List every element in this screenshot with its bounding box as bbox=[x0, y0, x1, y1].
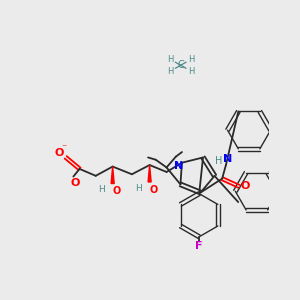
Text: H: H bbox=[188, 67, 195, 76]
Text: H: H bbox=[135, 184, 142, 193]
Text: N: N bbox=[174, 161, 184, 171]
Text: F: F bbox=[195, 241, 203, 251]
Text: O: O bbox=[241, 182, 250, 191]
Text: N: N bbox=[223, 154, 232, 164]
Text: O: O bbox=[149, 185, 158, 195]
Text: O: O bbox=[70, 178, 80, 188]
Polygon shape bbox=[148, 165, 151, 182]
Text: H: H bbox=[167, 67, 173, 76]
Text: C: C bbox=[177, 60, 184, 70]
Text: H: H bbox=[214, 156, 222, 166]
Text: H: H bbox=[188, 56, 195, 64]
Polygon shape bbox=[111, 167, 114, 184]
Text: H: H bbox=[167, 56, 173, 64]
Text: H: H bbox=[98, 185, 105, 194]
Text: O: O bbox=[55, 148, 64, 158]
Text: O: O bbox=[112, 186, 121, 196]
Text: ⁻: ⁻ bbox=[61, 143, 67, 153]
